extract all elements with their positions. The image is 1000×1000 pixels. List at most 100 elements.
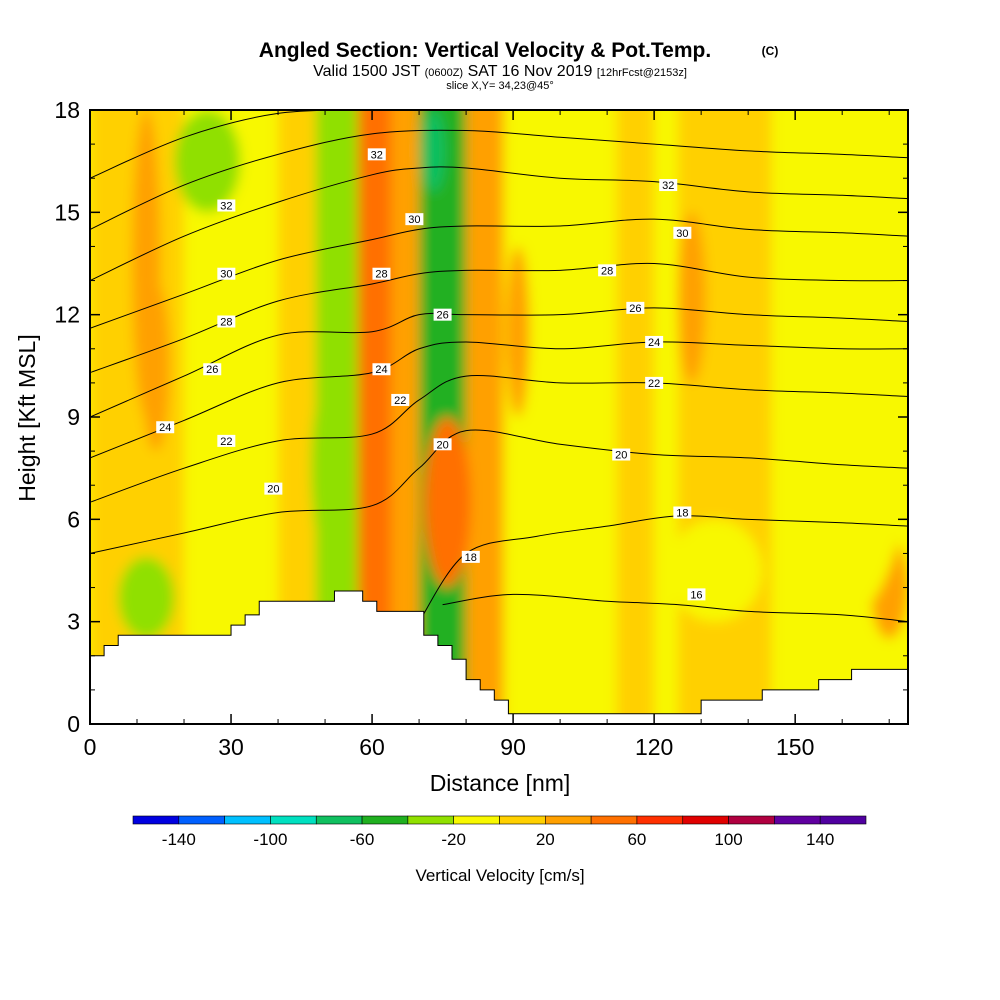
- chart-title: Angled Section: Vertical Velocity & Pot.…: [259, 39, 711, 62]
- isentrope-label-bg: [156, 421, 175, 434]
- y-tick-label: 0: [67, 711, 80, 737]
- colorbar-tick-label: -140: [162, 830, 196, 849]
- isentrope-22: [90, 375, 908, 503]
- isentrope-label-bg: [391, 393, 410, 406]
- x-tick-label: 120: [635, 734, 673, 760]
- colorbar-tick-label: 140: [806, 830, 834, 849]
- isentrope-labels: 16 18 18 20 20 20 22 22 22 24 24 24 26 26 26 28 28 28 30 30…: [156, 148, 706, 601]
- isentrope-label-bg: [645, 335, 664, 348]
- isentrope-label-bg: [645, 376, 664, 389]
- isentrope-label-24: 24: [159, 422, 171, 434]
- valid-line: Valid 1500 JST (0600Z) SAT 16 Nov 2019 […: [313, 63, 687, 80]
- colorbar: -140 -100 -60 -20 20 60 100 140: [132, 815, 867, 849]
- isentrope-label-30: 30: [220, 269, 232, 281]
- isentrope-label-30: 30: [676, 228, 688, 240]
- colorbar-swatch: [819, 815, 867, 825]
- chart-title-mark: (C): [762, 44, 779, 58]
- terrain-profile: [90, 590, 908, 724]
- colorbar-swatch: [499, 815, 546, 825]
- isentropes: [90, 110, 908, 623]
- isentrope-label-20: 20: [436, 439, 448, 451]
- slice-info: slice X,Y= 34,23@45°: [446, 80, 554, 92]
- colorbar-swatch: [590, 815, 638, 825]
- colorbar-swatch: [774, 815, 821, 825]
- isentrope-label-18: 18: [465, 552, 477, 564]
- x-axis: 0 30 60 90 120 150: [84, 110, 890, 760]
- y-tick-label: 15: [54, 199, 80, 225]
- isentrope-label-bg: [461, 550, 480, 563]
- y-tick-label: 3: [67, 609, 80, 635]
- colorbar-swatch: [315, 815, 363, 825]
- isentrope-label-bg: [217, 267, 236, 280]
- velocity-band-10: [503, 110, 562, 724]
- isentrope-label-20: 20: [267, 484, 279, 496]
- isentrope-label-bg: [264, 482, 283, 495]
- colorbar-tick-label: 20: [536, 830, 555, 849]
- isentrope-34: [90, 129, 908, 230]
- x-tick-label: 30: [218, 734, 244, 760]
- isentrope-label-32: 32: [371, 149, 383, 161]
- colorbar-tick-label: 60: [627, 830, 646, 849]
- isentrope-label-16: 16: [690, 589, 702, 601]
- isentrope-label-22: 22: [394, 395, 406, 407]
- isentrope-label-bg: [433, 438, 452, 451]
- colorbar-swatch: [407, 815, 454, 825]
- velocity-patch-5: [310, 365, 358, 571]
- velocity-patch-4: [423, 417, 471, 588]
- isentrope-32: [90, 166, 908, 282]
- isentrope-label-bg: [405, 213, 424, 226]
- isentrope-label-24: 24: [375, 364, 387, 376]
- velocity-patch-9: [771, 212, 908, 622]
- isentrope-label-26: 26: [436, 310, 448, 322]
- velocity-band-15: [724, 110, 773, 724]
- colorbar-tick-label: -60: [350, 830, 375, 849]
- title-block: Angled Section: Vertical Velocity & Pot.…: [259, 39, 779, 92]
- velocity-patch-12: [141, 280, 170, 452]
- isentrope-label-22: 22: [648, 378, 660, 390]
- velocity-patch-3: [421, 110, 445, 192]
- isentrope-label-28: 28: [220, 316, 232, 328]
- isentrope-label-26: 26: [629, 303, 641, 315]
- x-axis-label: Distance [nm]: [430, 770, 571, 796]
- isentrope-label-bg: [673, 226, 692, 239]
- y-tick-label: 9: [67, 404, 80, 430]
- y-tick-label: 18: [54, 97, 80, 123]
- isentrope-label-bg: [203, 363, 222, 376]
- colorbar-tick-label: -20: [441, 830, 466, 849]
- y-axis: 0 3 6 9 12 15 18: [54, 97, 908, 737]
- isentrope-label-32: 32: [662, 180, 674, 192]
- isentrope-24: [90, 341, 908, 459]
- isentrope-26: [90, 307, 908, 418]
- colorbar-swatch: [132, 815, 180, 825]
- isentrope-label-32: 32: [220, 201, 232, 213]
- velocity-band-11: [560, 110, 618, 724]
- velocity-patch-2: [360, 127, 384, 400]
- velocity-band-8: [419, 110, 468, 724]
- isentrope-label-26: 26: [206, 364, 218, 376]
- velocity-band-13: [654, 110, 679, 724]
- velocity-patch-6: [118, 556, 175, 639]
- isentrope-label-24: 24: [648, 337, 660, 349]
- velocity-band-12: [616, 110, 656, 724]
- isentrope-label-bg: [372, 363, 391, 376]
- velocity-patch-11: [506, 246, 530, 417]
- isentrope-label-bg: [687, 588, 706, 601]
- colorbar-swatch: [453, 815, 500, 825]
- isentrope-label-18: 18: [676, 508, 688, 520]
- velocity-band-9: [466, 110, 505, 724]
- valid-utc: (0600Z): [425, 67, 464, 79]
- isentrope-label-bg: [598, 264, 617, 277]
- colorbar-tick-label: -100: [253, 830, 287, 849]
- x-tick-label: 90: [500, 734, 526, 760]
- colorbar-swatch: [728, 815, 775, 825]
- isentrope-label-bg: [217, 199, 236, 212]
- x-tick-label: 0: [84, 734, 97, 760]
- isentrope-label-bg: [433, 308, 452, 321]
- isentrope-16: [442, 593, 908, 623]
- isentrope-label-20: 20: [615, 450, 627, 462]
- velocity-band-2: [184, 110, 218, 724]
- x-tick-label: 60: [359, 734, 385, 760]
- isentrope-label-bg: [673, 506, 692, 519]
